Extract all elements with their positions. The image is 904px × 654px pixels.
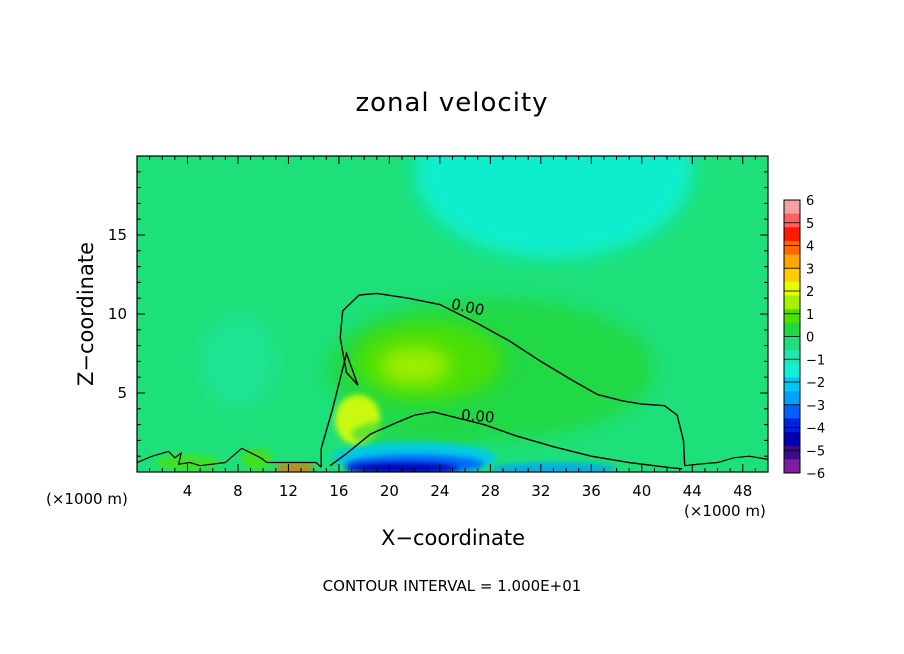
colorbar-swatch (784, 432, 800, 447)
x-tick-label: 12 (279, 482, 298, 500)
x-tick-label: 44 (683, 482, 702, 500)
field-jet-core (379, 347, 450, 386)
chart-title: zonal velocity (355, 88, 549, 118)
field-left-weak (200, 314, 276, 409)
x-tick-label: 20 (380, 482, 399, 500)
colorbar-label: 5 (806, 217, 814, 232)
colorbar-label: 0 (806, 331, 814, 346)
colorbar-label: −6 (806, 467, 825, 482)
surface-contour-2 (684, 455, 769, 467)
colorbar-label: 1 (806, 308, 814, 323)
colorbar-swatch (784, 227, 800, 242)
x-unit-right: (×1000 m) (684, 502, 766, 520)
x-tick-label: 36 (582, 482, 601, 500)
velocity-field (137, 156, 768, 472)
colorbar: 6 5 4 3 2 1 0 −1 −2 −3 −4 −5 −6 (783, 194, 825, 482)
colorbar-swatch (784, 336, 800, 351)
x-tick-label: 32 (531, 482, 550, 500)
colorbar-swatch (784, 391, 800, 406)
x-tick-label: 40 (632, 482, 651, 500)
field-upper-band (414, 156, 693, 259)
surface-contour-1 (136, 447, 322, 468)
colorbar-label: −3 (806, 399, 825, 414)
colorbar-swatch (784, 363, 800, 378)
colorbar-swatch (784, 404, 800, 419)
x-axis-label: X−coordinate (381, 526, 525, 550)
contour-line-2 (329, 411, 683, 470)
colorbar-label: −4 (806, 422, 825, 437)
x-tick-label: 4 (183, 482, 193, 500)
colorbar-swatch (784, 240, 800, 255)
colorbar-label: 6 (806, 194, 814, 209)
colorbar-swatch (784, 322, 800, 337)
field-surface-minimum (345, 462, 459, 472)
colorbar-label: −2 (806, 376, 825, 391)
contour-line-1 (320, 292, 686, 468)
colorbar-swatch (784, 377, 800, 392)
colorbar-label: 2 (806, 285, 814, 300)
x-tick-label: 28 (481, 482, 500, 500)
contour-label-2: 0.00 (460, 406, 495, 427)
colorbar-swatch (784, 350, 800, 365)
colorbar-swatch (784, 295, 800, 310)
colorbar-swatch (784, 254, 800, 269)
y-tick-label: 15 (108, 226, 127, 244)
colorbar-swatch (784, 309, 800, 324)
y-tick-label: 10 (108, 305, 127, 323)
x-tick-label: 16 (329, 482, 348, 500)
x-tick-label: 48 (733, 482, 752, 500)
colorbar-label: 4 (806, 240, 814, 255)
field-surface-maximum (274, 464, 315, 472)
x-tick-label: 24 (430, 482, 449, 500)
colorbar-swatch (784, 281, 800, 296)
contour-interval-note: CONTOUR INTERVAL = 1.000E+01 (322, 577, 582, 595)
field-surface-yellow-mid (241, 448, 273, 471)
colorbar-swatch (784, 459, 800, 474)
colorbar-swatch (784, 213, 800, 228)
colorbar-label: −5 (806, 444, 825, 459)
colorbar-label: −1 (806, 353, 825, 368)
colorbar-swatch (784, 268, 800, 283)
colorbar-swatch (784, 418, 800, 433)
contour-lines: 0.000.00 (136, 292, 769, 470)
colorbar-swatch (784, 200, 800, 215)
colorbar-swatch (784, 445, 800, 460)
y-tick-label: 5 (117, 384, 127, 402)
colorbar-label: 3 (806, 262, 814, 277)
field-surface-blue-east (490, 462, 617, 472)
x-tick-label: 8 (233, 482, 243, 500)
x-unit-left: (×1000 m) (46, 490, 128, 508)
field-lower-band (351, 418, 478, 450)
